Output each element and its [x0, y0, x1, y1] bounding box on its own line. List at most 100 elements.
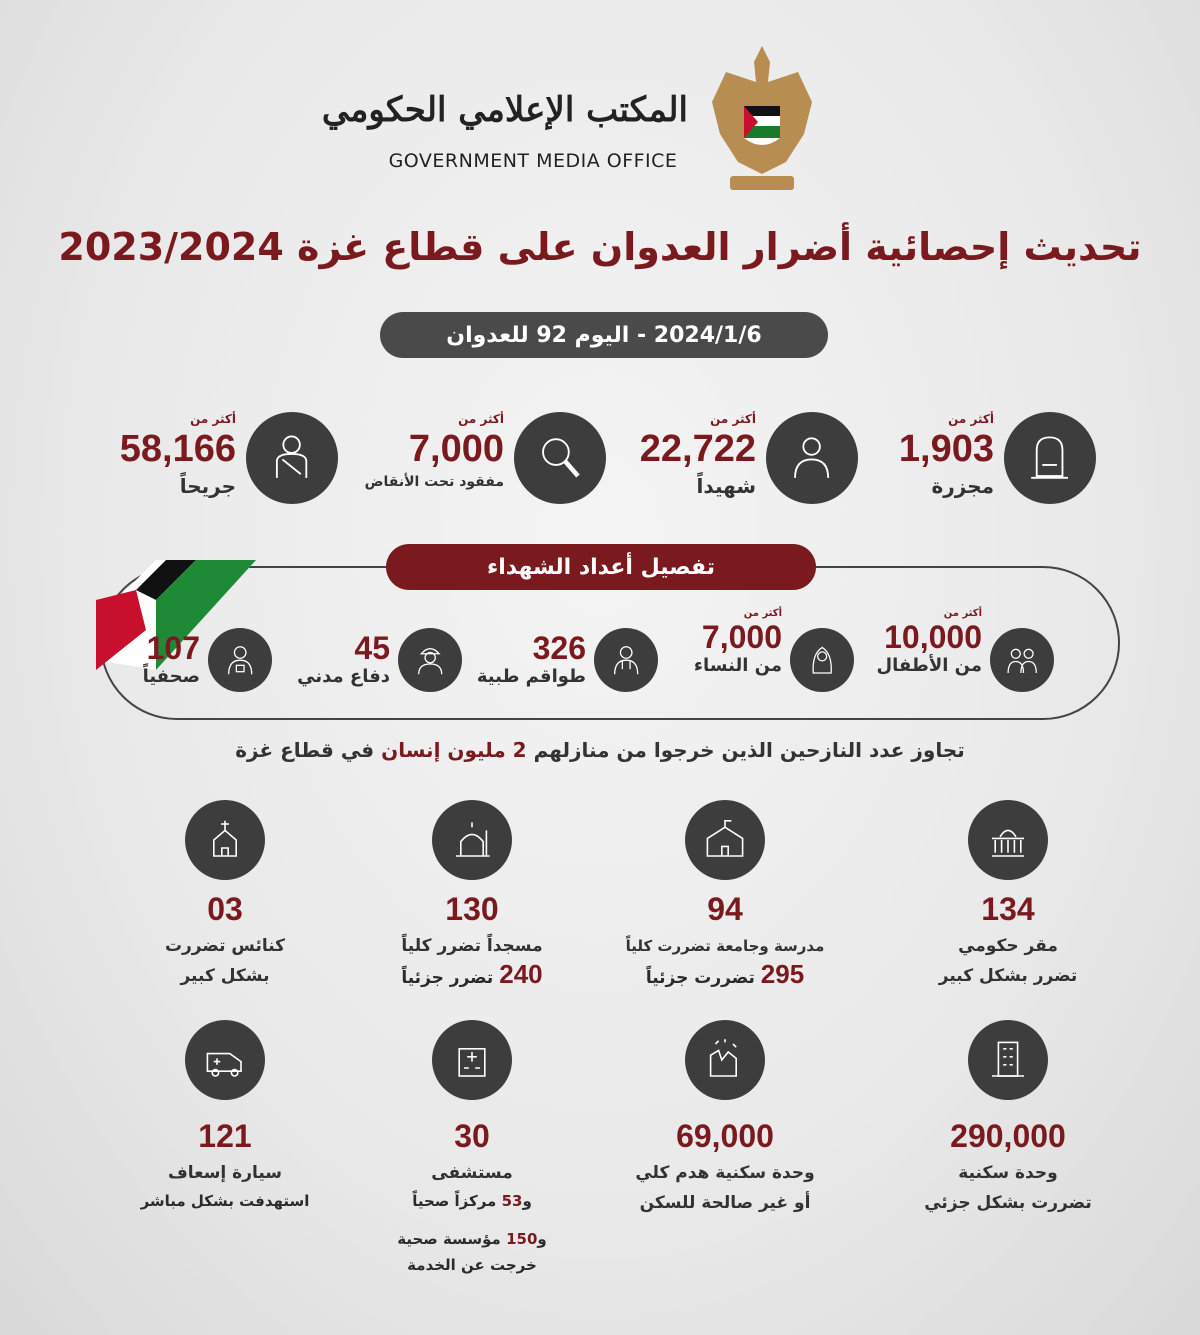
org-name-arabic: المكتب الإعلامي الحكومي	[321, 90, 688, 130]
hospital-icon	[432, 1020, 512, 1100]
more-than-label: أكثر من	[710, 412, 756, 426]
damage-label-1: وحدة سكنية هدم كلي	[635, 1163, 815, 1183]
injured-person-icon	[246, 412, 338, 504]
health-centers-count: 53	[501, 1192, 523, 1210]
stat-label: مفقود تحت الأنقاض	[364, 474, 504, 490]
flag-ribbon	[96, 560, 256, 670]
damage-label-1: كنائس تضررت	[164, 936, 286, 956]
displaced-sentence: تجاوز عدد النازحين الذين خرجوا من منازله…	[100, 738, 1100, 762]
category-value: 45	[354, 630, 390, 666]
more-than-label: أكثر من	[948, 412, 994, 426]
top-stat: أكثر من 22,722 شهيداً	[556, 412, 756, 498]
woman-icon	[790, 628, 854, 692]
church-icon	[185, 800, 265, 880]
damage-stat: 69,000 وحدة سكنية هدم كلي أو غير صالحة للس…	[605, 1120, 845, 1218]
health-centers-line: و53 مركزاً صحياً	[352, 1188, 592, 1214]
partial-count: 240	[499, 959, 543, 989]
martyrs-detail-header: تفصيل أعداد الشهداء	[386, 544, 816, 590]
doctor-icon	[594, 628, 658, 692]
damage-label-1: مدرسة وجامعة تضررت كلياً	[625, 937, 825, 955]
org-name-english: GOVERNMENT MEDIA OFFICE	[388, 150, 678, 172]
children-icon	[990, 628, 1054, 692]
displaced-highlight: 2 مليون إنسان	[381, 738, 527, 762]
school-icon	[685, 800, 765, 880]
stat-label: جريحاً	[179, 474, 236, 498]
damage-stat: 94 مدرسة وجامعة تضررت كلياً 295 تضررت جزئي…	[605, 893, 845, 995]
out-of-service-label: خرجت عن الخدمة	[407, 1256, 537, 1274]
category-label: طواقم طبية	[476, 666, 586, 687]
category-label: دفاع مدني	[297, 666, 390, 687]
displaced-text-after: في قطاع غزة	[235, 738, 375, 762]
and-prefix: و	[537, 1230, 547, 1248]
category-value: 10,000	[884, 619, 982, 655]
firefighter-icon	[398, 628, 462, 692]
stat-label: مجزرة	[931, 474, 994, 498]
more-than-label: أكثر من	[943, 608, 982, 619]
partial-line: 240 تضرر جزئياً	[352, 961, 592, 995]
damage-label-1: وحدة سكنية	[958, 1163, 1058, 1183]
destroyed-building-icon	[685, 1020, 765, 1100]
martyr-person-icon	[766, 412, 858, 504]
damage-value: 134	[981, 891, 1035, 927]
damage-label-1: سيارة إسعاف	[167, 1163, 283, 1183]
category-value: 7,000	[701, 619, 782, 655]
partial-label: تضرر جزئياً	[401, 968, 494, 988]
damage-value: 121	[198, 1118, 252, 1154]
page-title: تحديث إحصائية أضرار العدوان على قطاع غزة…	[58, 225, 1142, 269]
stat-value: 58,166	[119, 428, 236, 470]
damage-stat: 03 كنائس تضررت بشكل كبير	[105, 893, 345, 991]
martyr-category: أكثر من 10,000 من الأطفال	[832, 608, 982, 676]
health-centers-label: مركزاً صحياً	[412, 1192, 497, 1210]
mosque-icon	[432, 800, 512, 880]
more-than-label: أكثر من	[458, 412, 504, 426]
damage-label-2: أو غير صالحة للسكن	[639, 1193, 811, 1213]
damage-label-1: مستشفى	[431, 1163, 513, 1183]
damage-label-2: استهدفت بشكل مباشر	[140, 1192, 310, 1210]
category-label: من الأطفال	[876, 655, 982, 676]
top-stat: أكثر من 7,000 مفقود تحت الأنقاض	[304, 412, 504, 490]
damage-stat: 130 مسجداً تضرر كلياً 240 تضرر جزئياً	[352, 893, 592, 995]
stat-value: 1,903	[898, 428, 994, 470]
damage-stat: 134 مقر حكومي تضرر بشكل كبير	[888, 893, 1128, 991]
damage-value: 30	[454, 1118, 490, 1154]
health-institutions-label: مؤسسة صحية	[397, 1230, 501, 1248]
displaced-text-before: تجاوز عدد النازحين الذين خرجوا من منازله…	[533, 738, 965, 762]
martyr-category: 45 دفاع مدني	[240, 630, 390, 687]
and-prefix: و	[522, 1192, 532, 1210]
martyr-category: 326 طواقم طبية	[436, 630, 586, 687]
ambulance-icon	[185, 1020, 265, 1100]
damage-stat: 30 مستشفى و53 مركزاً صحياً و150 مؤسسة صحية خ…	[352, 1120, 592, 1278]
journalist-icon	[208, 628, 272, 692]
damage-label-1: مقر حكومي	[958, 936, 1058, 956]
health-institutions-count: 150	[506, 1230, 538, 1248]
damage-label-2: تضررت بشكل جزئي	[924, 1193, 1092, 1213]
emblem-logo	[708, 42, 816, 192]
damage-stat: 121 سيارة إسعاف استهدفت بشكل مباشر	[105, 1120, 345, 1214]
more-than-label: أكثر من	[743, 608, 782, 619]
damage-stat: 290,000 وحدة سكنية تضررت بشكل جزئي	[888, 1120, 1128, 1218]
damage-value: 94	[707, 891, 743, 927]
more-than-label: أكثر من	[190, 412, 236, 426]
tombstone-icon	[1004, 412, 1096, 504]
damage-value: 130	[445, 891, 499, 927]
damage-value: 290,000	[950, 1118, 1066, 1154]
magnifier-icon	[514, 412, 606, 504]
date-text: 2024/1/6 - اليوم 92 للعدوان	[446, 322, 762, 348]
partial-count: 295	[760, 959, 805, 989]
category-label: من النساء	[693, 655, 782, 676]
partial-line: 295 تضررت جزئياً	[605, 961, 845, 995]
martyrs-detail-title: تفصيل أعداد الشهداء	[486, 554, 716, 580]
date-pill: 2024/1/6 - اليوم 92 للعدوان	[380, 312, 828, 358]
stat-label: شهيداً	[696, 474, 756, 498]
category-value: 326	[532, 630, 586, 666]
top-stat: أكثر من 58,166 جريحاً	[36, 412, 236, 498]
top-stat: أكثر من 1,903 مجزرة	[794, 412, 994, 498]
partial-label: تضررت جزئياً	[645, 968, 755, 988]
apartment-building-icon	[968, 1020, 1048, 1100]
damage-label-2: تضرر بشكل كبير	[938, 966, 1078, 986]
stat-value: 22,722	[639, 428, 756, 470]
category-label: صحفياً	[142, 666, 200, 687]
category-value: 107	[146, 630, 200, 666]
damage-value: 69,000	[676, 1118, 774, 1154]
damage-value: 03	[207, 891, 243, 927]
